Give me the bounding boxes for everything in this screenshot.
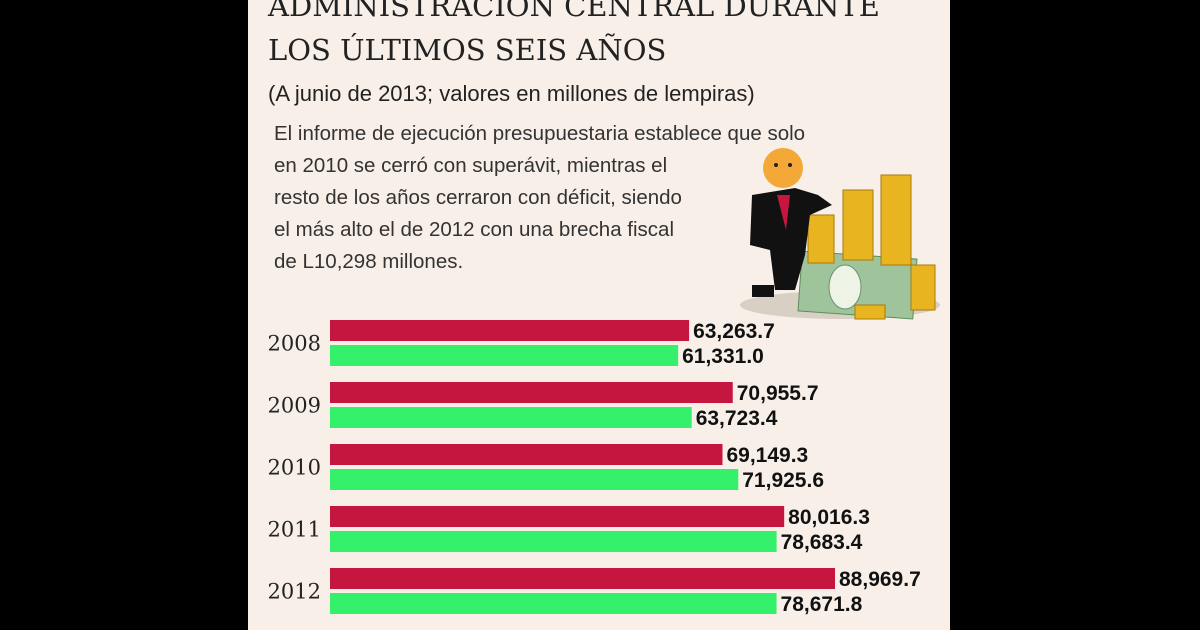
value-label: 88,969.7 xyxy=(839,568,921,591)
bar xyxy=(330,444,723,465)
value-label: 69,149.3 xyxy=(726,444,808,467)
value-label: 71,925.6 xyxy=(742,469,824,492)
description-line: El informe de ejecución presupuestaria e… xyxy=(274,122,805,145)
subtitle: (A junio de 2013; valores en millones de… xyxy=(268,81,755,106)
bar xyxy=(330,531,777,552)
value-label: 63,263.7 xyxy=(693,320,775,343)
bar xyxy=(330,506,785,527)
bar xyxy=(330,407,692,428)
bar xyxy=(330,320,690,341)
value-label: 80,016.3 xyxy=(788,506,870,529)
illustration xyxy=(740,148,940,320)
y-tick-label: 2012 xyxy=(268,580,321,604)
bar xyxy=(330,593,777,614)
value-label: 78,683.4 xyxy=(781,531,863,554)
value-label: 78,671.8 xyxy=(781,593,863,616)
description-line: resto de los años cerraron con déficit, … xyxy=(274,186,682,209)
description-line: de L10,298 millones. xyxy=(274,250,463,273)
bar xyxy=(330,469,739,490)
description-line: en 2010 se cerró con superávit, mientras… xyxy=(274,154,667,177)
bar xyxy=(330,345,679,366)
title-line: LOS ÚLTIMOS SEIS AÑOS xyxy=(268,32,666,67)
value-label: 70,955.7 xyxy=(737,382,819,405)
value-label: 63,723.4 xyxy=(696,407,778,430)
description-line: el más alto el de 2012 con una brecha fi… xyxy=(274,218,674,241)
bar xyxy=(330,382,733,403)
plot: 2008 63,263.761,331.0 2009 70,955.763,723.4… xyxy=(268,320,921,616)
y-tick-label: 2008 xyxy=(268,332,321,356)
bar xyxy=(330,568,835,589)
value-label: 61,331.0 xyxy=(682,345,764,368)
title-line: ADMINISTRACIÓN CENTRAL DURANTE xyxy=(267,0,880,23)
y-tick-label: 2011 xyxy=(268,518,321,542)
description: El informe de ejecución presupuestaria e… xyxy=(274,122,805,273)
y-tick-label: 2010 xyxy=(268,456,321,480)
y-tick-label: 2009 xyxy=(268,394,321,418)
